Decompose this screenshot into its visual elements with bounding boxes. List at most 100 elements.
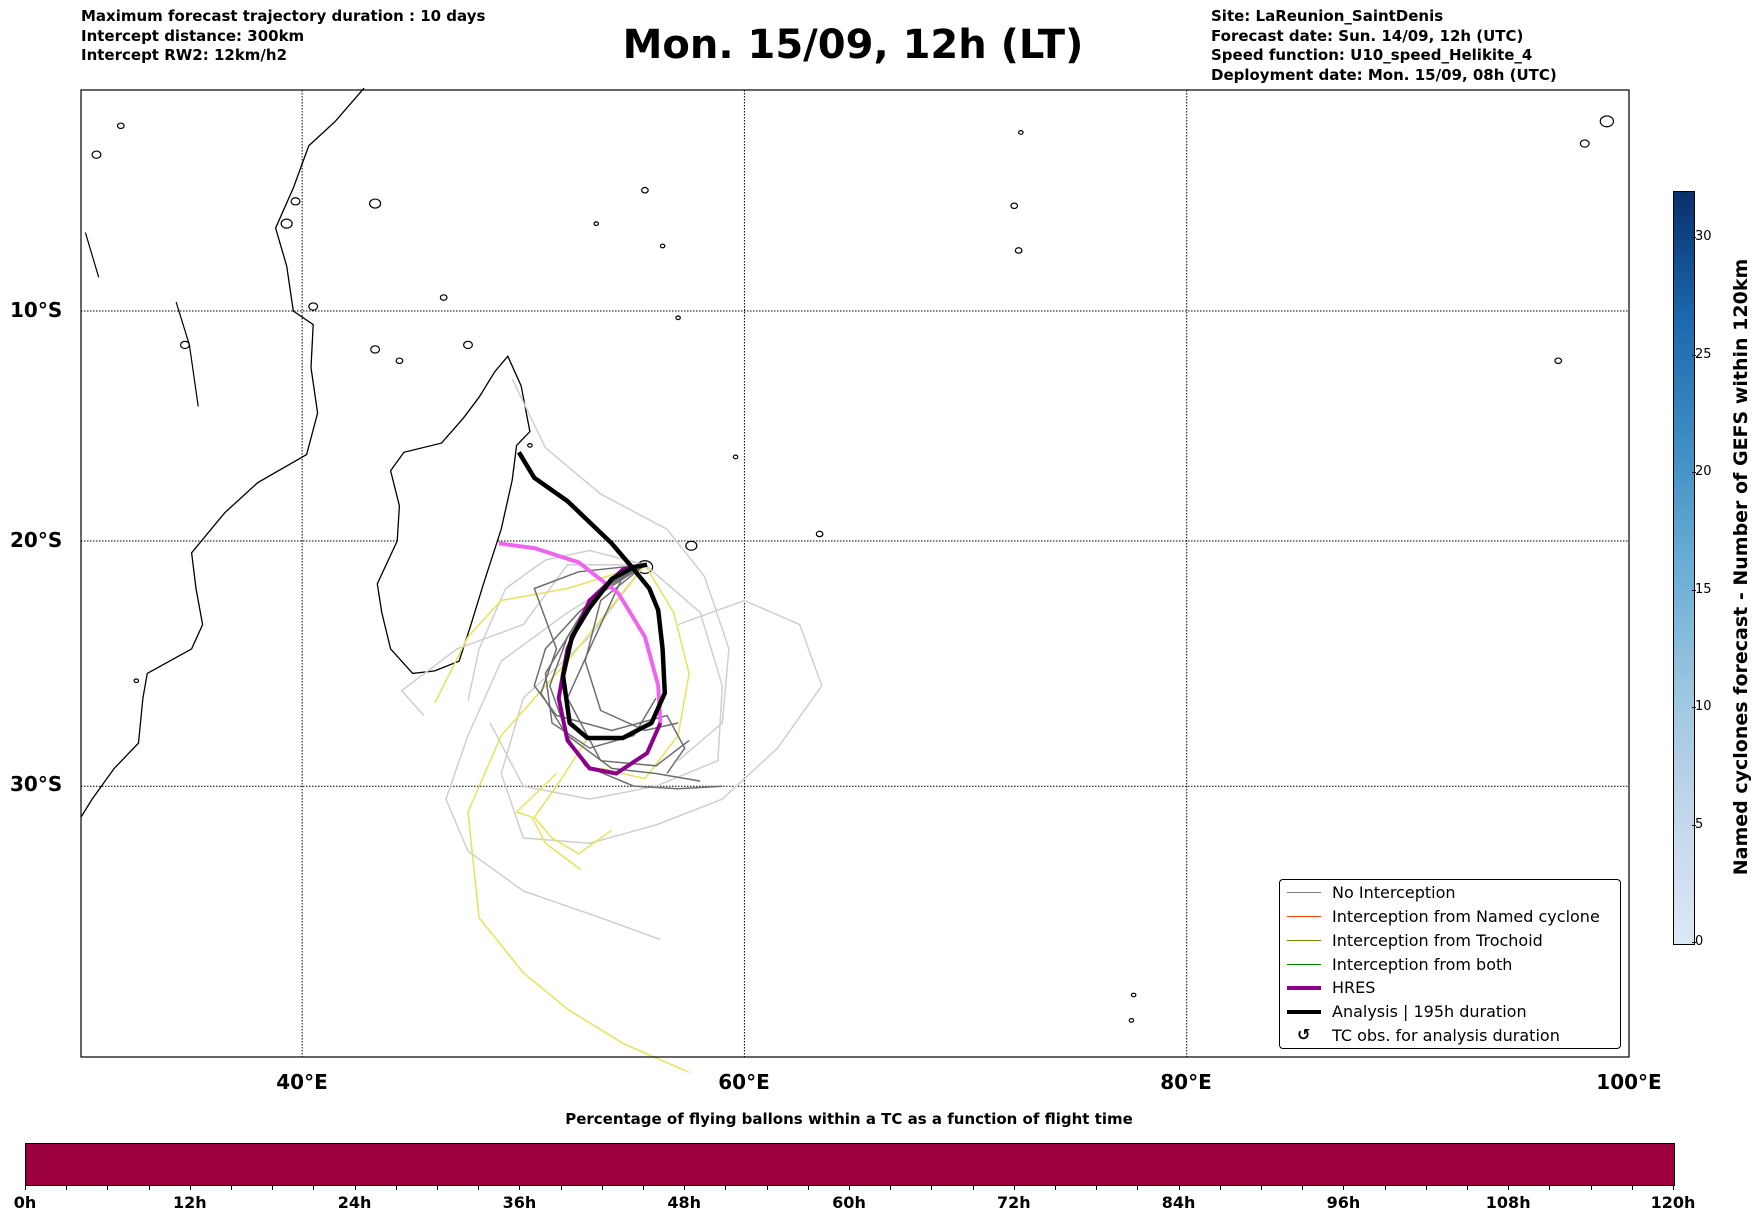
island-coastline (116, 122, 125, 130)
legend-item: Interception from Trochoid (1332, 931, 1543, 950)
legend-item: HRES (1332, 978, 1376, 997)
island-coastline (641, 186, 649, 194)
time-minor-tick (1549, 1185, 1551, 1190)
legend: No Interception Interception from Named … (1279, 879, 1621, 1049)
time-minor-tick (1096, 1185, 1098, 1190)
ensemble-trajectory-light (467, 549, 646, 701)
colorbar-tick: 15 (1692, 581, 1712, 597)
island-coastline (527, 442, 533, 448)
forecast-date: Forecast date: Sun. 14/09, 12h (UTC) (1211, 26, 1524, 45)
time-minor-tick (890, 1185, 892, 1190)
island-coastline (732, 454, 739, 460)
island-coastline (593, 221, 600, 227)
time-minor-tick (684, 1185, 686, 1190)
island-coastline (675, 315, 681, 321)
time-minor-tick (1467, 1185, 1468, 1190)
colorbar-tick: 25 (1692, 346, 1712, 362)
max-duration: Maximum forecast trajectory duration : 1… (81, 7, 486, 25)
ensemble-trajectory-yellow (533, 735, 613, 855)
island-coastline (280, 218, 293, 229)
island-coastline (91, 150, 102, 159)
page-title: Mon. 15/09, 12h (LT) (622, 22, 1084, 68)
intercept-distance: Intercept distance: 300km (81, 26, 305, 45)
lon-label: 100°E (1596, 1070, 1662, 1094)
time-minor-tick (1219, 1185, 1221, 1190)
island-coastline (1128, 1018, 1135, 1023)
island-coastline (1554, 357, 1563, 365)
legend-item: Interception from both (1332, 955, 1513, 974)
ensemble-trajectory-yellow (515, 772, 582, 871)
lat-label: 10°S (10, 298, 63, 322)
hres-swatch (1287, 986, 1321, 990)
colorbar-tick: 20 (1692, 464, 1712, 479)
time-minor-tick (1178, 1185, 1180, 1190)
time-minor-tick (272, 1185, 274, 1190)
lake-malawi (175, 301, 199, 407)
legend-item: Analysis | 195h duration (1332, 1002, 1527, 1021)
site-info: Site: LaReunion_SaintDenis Forecast date… (1211, 7, 1557, 85)
ensemble-trajectory-light (489, 564, 724, 800)
island-coastline (1599, 115, 1615, 128)
time-minor-tick (354, 1185, 356, 1190)
island-coastline (462, 340, 473, 350)
time-minor-tick (725, 1185, 727, 1190)
intercept-rw2: Intercept RW2: 12km/h2 (81, 46, 288, 64)
tc-obs-icon: ↺ (1297, 1025, 1311, 1044)
time-minor-tick (972, 1185, 974, 1190)
lat-label: 20°S (10, 528, 63, 552)
run-info: Maximum forecast trajectory duration : 1… (81, 7, 485, 66)
no-interception-swatch (1287, 892, 1321, 893)
analysis-swatch (1287, 1010, 1321, 1014)
time-tick: 0h (13, 1193, 37, 1212)
ensemble-trajectory-yellow (434, 563, 646, 704)
lon-label: 60°E (718, 1070, 770, 1094)
time-minor-tick (1384, 1185, 1386, 1190)
island-coastline (659, 243, 666, 249)
time-minor-tick (66, 1185, 68, 1190)
ensemble-trajectory-no-interception (533, 563, 723, 790)
deployment-date: Deployment date: Mon. 15/09, 08h (UTC) (1211, 65, 1557, 84)
island-coastline (1014, 247, 1023, 254)
time-tick: 108h (1485, 1193, 1531, 1212)
island-coastline (133, 678, 140, 684)
ensemble-trajectory-yellow (467, 564, 690, 1073)
time-tick: 48h (667, 1193, 702, 1212)
time-minor-tick (1508, 1185, 1510, 1190)
lon-label: 80°E (1160, 1070, 1212, 1094)
time-minor-tick (807, 1185, 809, 1190)
time-minor-tick (313, 1185, 315, 1190)
time-minor-tick (231, 1185, 232, 1190)
time-tick: 72h (996, 1193, 1031, 1212)
time-minor-tick (766, 1185, 768, 1190)
island-coastline (1130, 992, 1137, 998)
island-coastline (370, 345, 381, 354)
island-coastline (1018, 130, 1024, 135)
trochoid-swatch (1287, 940, 1321, 941)
time-minor-tick (643, 1185, 644, 1190)
legend-item: TC obs. for analysis duration (1332, 1026, 1560, 1045)
legend-item: No Interception (1332, 883, 1456, 902)
time-tick: 84h (1161, 1193, 1196, 1212)
time-minor-tick (148, 1185, 150, 1190)
time-tick: 36h (502, 1193, 537, 1212)
time-minor-tick (1590, 1185, 1592, 1190)
time-tick: 12h (172, 1193, 207, 1212)
time-minor-tick (107, 1185, 109, 1190)
time-minor-tick (1261, 1185, 1262, 1190)
time-minor-tick (931, 1185, 933, 1190)
lake-tanganyika (84, 232, 100, 278)
ensemble-trajectory-light (511, 378, 730, 762)
colorbar-tick: 5 (1691, 816, 1704, 832)
time-minor-tick (849, 1185, 850, 1190)
island-coastline (1010, 202, 1019, 210)
island-coastline (815, 530, 824, 538)
time-minor-tick (1302, 1185, 1304, 1190)
lon-label: 40°E (276, 1070, 328, 1094)
island-coastline (290, 197, 301, 206)
time-minor-tick (1343, 1185, 1345, 1190)
madagascar-coastline (376, 354, 531, 675)
island-coastline (369, 198, 382, 209)
island-coastline (395, 357, 404, 365)
colorbar-tick: 30 (1692, 229, 1712, 244)
legend-item: Interception from Named cyclone (1332, 907, 1600, 926)
